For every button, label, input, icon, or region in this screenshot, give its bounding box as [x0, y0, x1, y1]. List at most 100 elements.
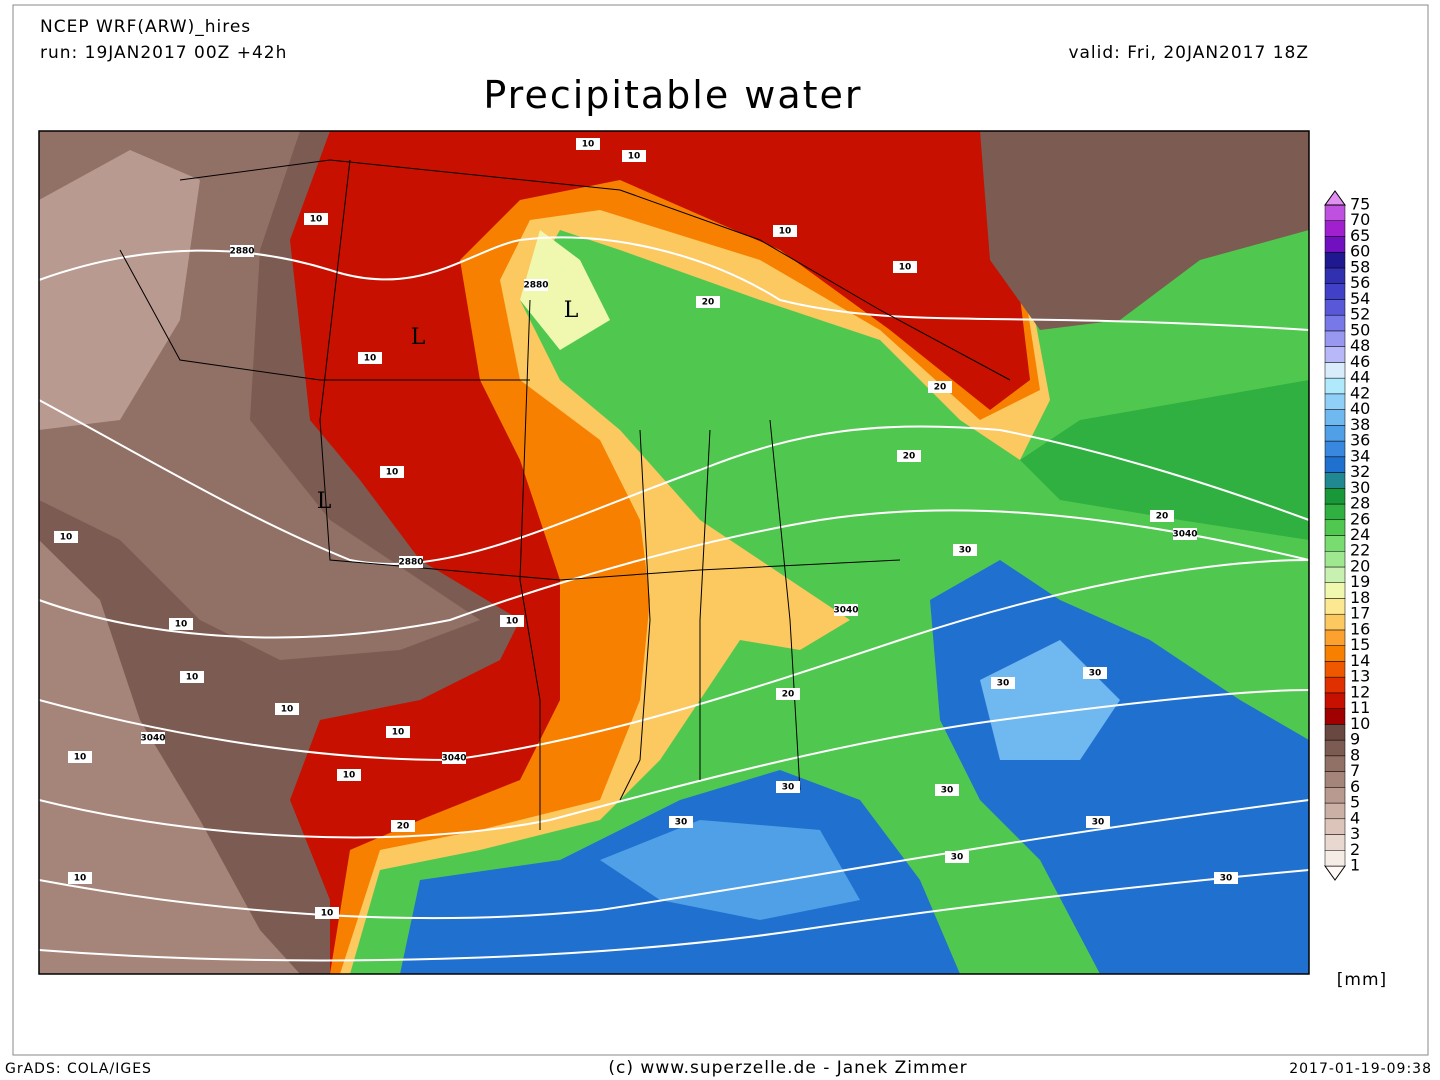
contour-label-box: [773, 225, 797, 237]
colorbar-swatch: [1324, 566, 1346, 583]
contour-label: 30: [951, 853, 964, 863]
contour-label-box: [928, 381, 952, 393]
contour-label-box: [776, 781, 800, 793]
colorbar-swatch: [1324, 456, 1346, 473]
colorbar-swatch: [1324, 834, 1346, 851]
contour-label: 10: [628, 152, 641, 162]
colorbar-swatch: [1324, 755, 1346, 772]
colorbar-label: 65: [1350, 226, 1370, 245]
contour-label: 10: [386, 468, 399, 478]
colorbar-swatch: [1324, 771, 1346, 788]
colorbar-label: 28: [1350, 494, 1370, 513]
contour-label-box: [358, 352, 382, 364]
contour-label-box: [1083, 667, 1107, 679]
colorbar-label: 8: [1350, 745, 1360, 764]
contour-label: 30: [941, 786, 954, 796]
contour-label-box: [991, 677, 1015, 689]
colorbar-label: 24: [1350, 525, 1370, 544]
field: [520, 230, 610, 350]
colorbar-label: 10: [1350, 714, 1370, 733]
contour-label-box: [337, 769, 361, 781]
colorbar-label: 3: [1350, 824, 1360, 843]
contour-label: 10: [281, 705, 294, 715]
colorbar-label: 40: [1350, 399, 1370, 418]
contour-label-box: [180, 671, 204, 683]
contour-label: 10: [343, 771, 356, 781]
colorbar-swatch: [1324, 739, 1346, 757]
contour-label: 10: [74, 753, 87, 763]
contour-label: 30: [1220, 874, 1233, 884]
contour-label: 10: [74, 874, 87, 884]
contour-label-box: [386, 726, 410, 738]
colorbar-unit: [mm]: [1337, 970, 1387, 990]
colorbar-label: 17: [1350, 604, 1370, 623]
footer-right: 2017-01-19-09:38: [1289, 1061, 1432, 1077]
colorbar-swatch: [1324, 613, 1346, 631]
colorbar-label: 56: [1350, 273, 1370, 292]
colorbar-swatch: [1324, 582, 1346, 599]
colorbar-swatch: [1324, 818, 1346, 835]
contour-label-box: [304, 213, 328, 225]
colorbar-swatch: [1324, 724, 1346, 741]
colorbar-label: 50: [1350, 320, 1370, 339]
contour-label-box: [576, 138, 600, 150]
colorbar-label: 15: [1350, 635, 1370, 654]
contour-label: 10: [321, 909, 334, 919]
contour-label-box: [275, 703, 299, 715]
colorbar-label: 2: [1350, 840, 1360, 859]
title: Precipitable water: [483, 73, 862, 117]
colorbar-swatch: [1324, 708, 1346, 725]
colorbar-swatch: [1324, 409, 1346, 426]
contour-label-box: [935, 784, 959, 796]
contour-label-box: [669, 816, 693, 828]
contour-label-box: [399, 556, 423, 568]
outer-border: [12, 4, 1429, 1056]
contour-label: 10: [310, 215, 323, 225]
contour-label-box: [834, 604, 858, 616]
colorbar-label: 7: [1350, 761, 1360, 780]
contour-label-box: [622, 150, 646, 162]
contour-label-box: [953, 544, 977, 556]
contour-label: 20: [903, 452, 916, 462]
colorbar-swatch: [1324, 251, 1346, 269]
colorbar-label: 20: [1350, 556, 1370, 575]
contour-label: 2880: [398, 558, 423, 568]
contour-label: 20: [397, 822, 410, 832]
colorbar-label: 48: [1350, 336, 1370, 355]
colorbar-swatch: [1324, 362, 1346, 379]
colorbar-label: 5: [1350, 793, 1360, 812]
contour-label-box: [391, 820, 415, 832]
contour-label: 30: [959, 546, 972, 556]
colorbar-swatch: [1324, 661, 1346, 678]
colorbar-label: 16: [1350, 619, 1370, 638]
colorbar-swatch: [1324, 676, 1346, 694]
colorbar-swatch: [1324, 204, 1346, 221]
run-info: run: 19JAN2017 00Z +42h: [40, 43, 287, 63]
colorbar-label: 34: [1350, 446, 1370, 465]
contour-label: 10: [186, 673, 199, 683]
colorbar-swatch: [1324, 645, 1346, 662]
footer-center: (c) www.superzelle.de - Janek Zimmer: [608, 1058, 967, 1078]
low-pressure-marker: L: [317, 489, 332, 514]
colorbar-swatch: [1324, 472, 1346, 489]
colorbar-triangle: [1324, 190, 1346, 206]
field: [39, 150, 200, 430]
colorbar-label: 1: [1350, 856, 1360, 875]
contour-label: 20: [782, 690, 795, 700]
contour-label-box: [500, 615, 524, 627]
contour-label-box: [141, 732, 165, 744]
low-pressure-marker: L: [564, 298, 579, 323]
contour-label-box: [897, 450, 921, 462]
colorbar-label: 14: [1350, 651, 1370, 670]
colorbar-swatch: [1324, 346, 1346, 363]
colorbar-label: 75: [1350, 195, 1370, 214]
colorbar-label: 46: [1350, 352, 1370, 371]
colorbar-swatch: [1324, 283, 1346, 300]
contour-label-box: [1150, 510, 1174, 522]
contour-label-box: [1214, 872, 1238, 884]
colorbar-swatch: [1324, 440, 1346, 458]
low-pressure-marker: L: [411, 325, 426, 350]
contour-label: 30: [782, 783, 795, 793]
